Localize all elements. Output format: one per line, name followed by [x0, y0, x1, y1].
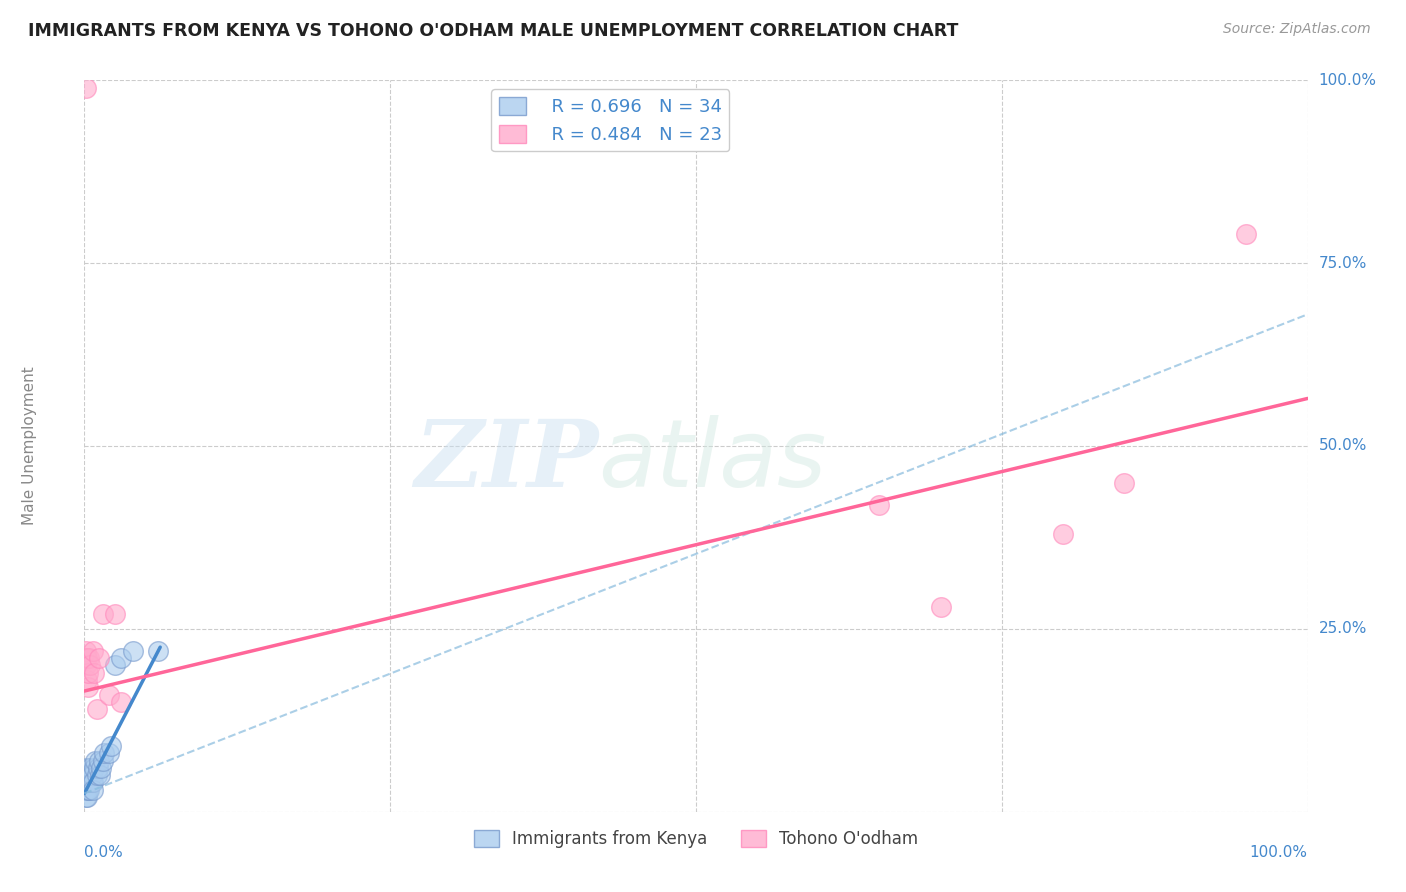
- Point: [76, 673, 98, 687]
- Text: 50.0%: 50.0%: [1319, 439, 1367, 453]
- Text: 100.0%: 100.0%: [1250, 845, 1308, 860]
- Point: [82, 782, 104, 797]
- Point: [77, 665, 100, 680]
- Point: [77, 681, 100, 695]
- Point: [86, 702, 108, 716]
- Point: [82, 775, 104, 789]
- Point: [146, 644, 169, 658]
- Point: [929, 599, 952, 614]
- Point: [76, 761, 98, 775]
- Text: 75.0%: 75.0%: [1319, 256, 1367, 270]
- Point: [97, 688, 120, 702]
- Text: 100.0%: 100.0%: [1319, 73, 1376, 87]
- Point: [1236, 227, 1258, 241]
- Point: [110, 651, 132, 665]
- Point: [75, 644, 97, 658]
- Point: [100, 739, 122, 753]
- Point: [89, 768, 111, 782]
- Point: [82, 644, 104, 658]
- Point: [77, 775, 100, 789]
- Point: [1114, 475, 1136, 490]
- Point: [75, 651, 97, 665]
- Point: [110, 695, 132, 709]
- Point: [87, 754, 110, 768]
- Point: [83, 665, 105, 680]
- Point: [80, 768, 103, 782]
- Point: [79, 761, 101, 775]
- Point: [75, 768, 97, 782]
- Point: [79, 768, 101, 782]
- Point: [75, 80, 97, 95]
- Point: [84, 754, 107, 768]
- Point: [77, 775, 100, 789]
- Point: [104, 658, 127, 673]
- Point: [75, 782, 97, 797]
- Point: [77, 768, 100, 782]
- Point: [91, 754, 114, 768]
- Point: [91, 607, 114, 622]
- Point: [76, 775, 98, 789]
- Text: Male Unemployment: Male Unemployment: [22, 367, 37, 525]
- Point: [122, 644, 145, 658]
- Point: [75, 658, 97, 673]
- Point: [83, 761, 105, 775]
- Text: Source: ZipAtlas.com: Source: ZipAtlas.com: [1223, 22, 1371, 37]
- Legend: Immigrants from Kenya, Tohono O'odham: Immigrants from Kenya, Tohono O'odham: [467, 823, 925, 855]
- Point: [90, 761, 112, 775]
- Point: [87, 651, 110, 665]
- Point: [77, 651, 100, 665]
- Point: [76, 651, 98, 665]
- Point: [80, 775, 103, 789]
- Point: [75, 790, 97, 805]
- Point: [75, 775, 97, 789]
- Point: [97, 746, 120, 760]
- Point: [87, 761, 110, 775]
- Text: atlas: atlas: [598, 415, 827, 506]
- Point: [77, 782, 100, 797]
- Point: [77, 782, 100, 797]
- Text: IMMIGRANTS FROM KENYA VS TOHONO O'ODHAM MALE UNEMPLOYMENT CORRELATION CHART: IMMIGRANTS FROM KENYA VS TOHONO O'ODHAM …: [28, 22, 959, 40]
- Text: 25.0%: 25.0%: [1319, 622, 1367, 636]
- Point: [93, 746, 115, 760]
- Point: [79, 658, 101, 673]
- Point: [869, 498, 891, 512]
- Point: [76, 790, 98, 805]
- Point: [76, 782, 98, 797]
- Point: [1052, 526, 1074, 541]
- Point: [104, 607, 127, 622]
- Text: ZIP: ZIP: [413, 416, 598, 506]
- Text: 0.0%: 0.0%: [84, 845, 124, 860]
- Point: [86, 768, 108, 782]
